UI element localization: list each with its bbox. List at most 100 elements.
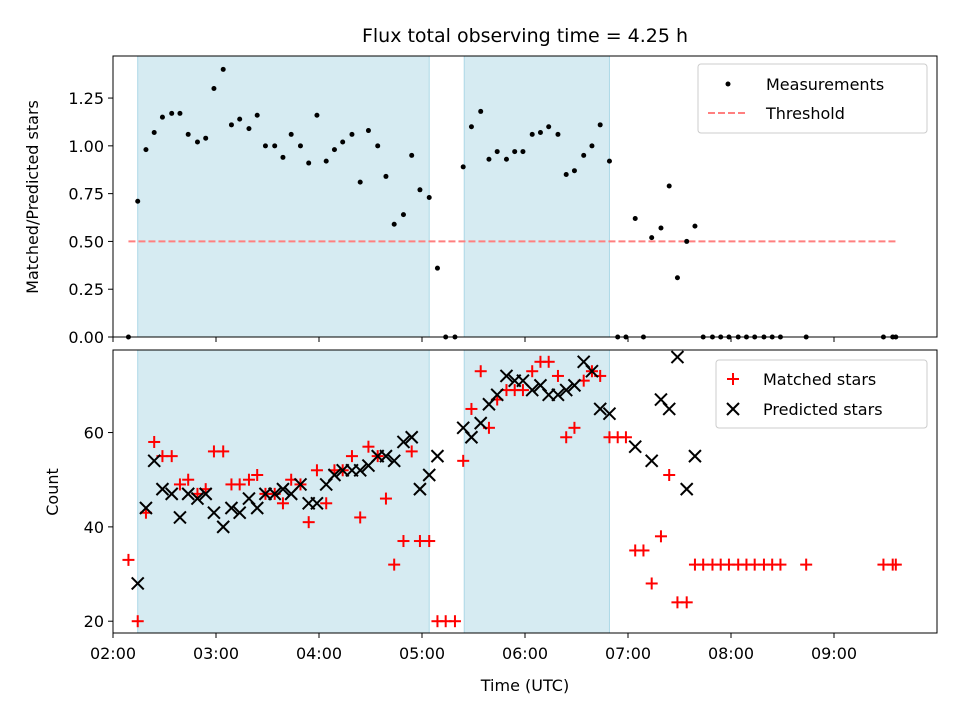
- matched-star-point: [233, 478, 246, 491]
- matched-star-point: [354, 511, 367, 524]
- measurement-point: [314, 112, 320, 118]
- count-legend: Matched stars Predicted stars: [715, 359, 928, 429]
- ratio-shaded-span-0: [137, 55, 430, 338]
- predicted-star-point: [602, 406, 617, 421]
- measurement-point: [426, 194, 432, 200]
- measurement-point: [460, 164, 466, 170]
- measurement-point: [203, 135, 209, 141]
- matched-star-point: [423, 535, 436, 548]
- matched-star-point: [217, 445, 230, 458]
- predicted-star-point: [559, 383, 573, 397]
- ratio-legend: Measurements Threshold: [697, 63, 928, 134]
- measurement-point: [632, 215, 638, 221]
- measurement-point: [237, 116, 243, 122]
- predicted-star-point: [499, 369, 514, 383]
- ratio-legend-threshold-label: Threshold: [765, 104, 845, 123]
- predicted-star-point: [585, 364, 599, 378]
- predicted-star-point: [232, 506, 247, 520]
- matched-star-point: [448, 615, 461, 628]
- predicted-star-point: [404, 430, 419, 444]
- predicted-star-point: [464, 430, 479, 444]
- x-tick-label: 08:00: [708, 644, 754, 663]
- x-tick-label: 09:00: [811, 644, 857, 663]
- count-y-tick-label: 60: [84, 424, 104, 443]
- matched-star-point: [619, 431, 632, 444]
- matched-star-point: [568, 421, 581, 434]
- figure-title: Flux total observing time = 4.25 h: [362, 25, 688, 47]
- measurement-point: [391, 221, 397, 227]
- measurement-point: [194, 139, 200, 145]
- x-tick-label: 06:00: [502, 644, 548, 663]
- matched-star-point: [182, 473, 195, 486]
- measurement-point: [537, 129, 543, 135]
- ratio-y-tick-label: 0.00: [68, 328, 104, 347]
- matched-star-point: [397, 535, 410, 548]
- measurement-point: [306, 160, 312, 166]
- measurement-point: [159, 114, 165, 120]
- matched-star-point: [310, 464, 323, 477]
- measurement-point: [340, 139, 346, 145]
- measurement-point: [151, 129, 157, 135]
- measurement-point: [486, 156, 492, 162]
- predicted-star-point: [430, 449, 445, 463]
- predicted-star-point: [139, 501, 153, 515]
- measurement-point: [546, 124, 552, 130]
- measurement-point: [357, 179, 363, 185]
- predicted-star-point: [490, 388, 504, 402]
- predicted-star-point: [567, 378, 582, 393]
- matched-star-point: [560, 431, 573, 444]
- matched-star-point: [542, 355, 555, 368]
- measurement-point: [375, 143, 381, 149]
- measurement-point: [349, 131, 355, 137]
- predicted-star-point: [644, 454, 659, 468]
- ratio-shaded-span-1: [463, 55, 610, 338]
- matched-star-point: [474, 365, 487, 378]
- matched-star-point: [148, 435, 161, 448]
- count-x-ticks: 02:00 03:00 04:00 05:00 06:00 07:00 08:00 09:00: [90, 633, 857, 663]
- predicted-star-point: [474, 416, 488, 430]
- matched-star-point: [345, 450, 358, 463]
- predicted-star-point: [181, 487, 195, 501]
- count-shaded-span-0: [137, 349, 430, 634]
- measurement-point: [169, 110, 175, 116]
- predicted-star-point: [207, 506, 221, 520]
- predicted-star-point: [250, 501, 264, 515]
- measurement-point: [684, 238, 690, 244]
- matched-star-point: [774, 558, 787, 571]
- measurement-point: [417, 187, 423, 193]
- matched-star-point: [362, 440, 375, 453]
- x-axis-label: Time (UTC): [480, 676, 569, 695]
- matched-star-point: [516, 384, 529, 397]
- measurement-point: [434, 265, 440, 271]
- measurement-point: [597, 122, 603, 128]
- matched-star-point: [654, 530, 667, 543]
- predicted-star-point: [173, 510, 187, 525]
- measurement-point: [383, 173, 389, 179]
- measurement-point: [135, 198, 141, 204]
- ratio-legend-measurements-label: Measurements: [766, 75, 884, 94]
- count-legend-matched-label: Matched stars: [763, 370, 876, 389]
- matched-star-point: [251, 468, 264, 481]
- predicted-star-point: [551, 388, 565, 402]
- count-y-axis-label: Count: [43, 468, 62, 516]
- predicted-star-point: [327, 468, 342, 482]
- count-y-tick-label: 20: [84, 612, 104, 631]
- predicted-star-point: [628, 439, 642, 454]
- measurement-point: [185, 131, 191, 137]
- count-data-marks: [122, 350, 902, 628]
- measurement-point: [649, 235, 655, 241]
- predicted-star-point: [670, 350, 685, 364]
- measurement-point: [254, 112, 260, 118]
- measurement-point: [177, 110, 183, 116]
- predicted-star-point: [190, 491, 205, 506]
- ratio-y-tick-label: 0.75: [68, 185, 104, 204]
- count-legend-predicted-label: Predicted stars: [763, 400, 883, 419]
- matched-star-point: [242, 473, 255, 486]
- predicted-star-point: [422, 468, 436, 482]
- predicted-star-point: [198, 487, 213, 501]
- predicted-star-point: [268, 487, 282, 501]
- predicted-star-point: [276, 482, 290, 496]
- predicted-star-point: [396, 435, 411, 449]
- x-tick-label: 04:00: [296, 644, 342, 663]
